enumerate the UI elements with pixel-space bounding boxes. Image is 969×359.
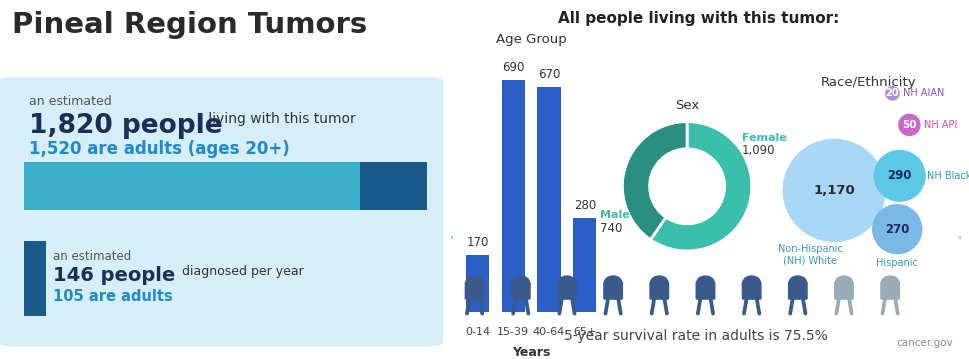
Text: 5-year survival rate in adults is 75.5%: 5-year survival rate in adults is 75.5%	[564, 329, 828, 343]
Text: 40-64: 40-64	[532, 327, 565, 337]
Circle shape	[697, 276, 713, 288]
Text: an estimated: an estimated	[29, 95, 111, 108]
Bar	[501, 80, 524, 312]
Text: 1,520 are adults (ages 20+): 1,520 are adults (ages 20+)	[29, 140, 290, 158]
Bar	[24, 162, 360, 210]
Text: 65+: 65+	[573, 327, 596, 337]
Text: 1,090: 1,090	[741, 144, 775, 157]
FancyBboxPatch shape	[741, 281, 761, 300]
Text: NH API: NH API	[922, 120, 956, 130]
Circle shape	[789, 276, 805, 288]
Circle shape	[898, 115, 919, 135]
FancyBboxPatch shape	[648, 281, 669, 300]
FancyBboxPatch shape	[879, 281, 899, 300]
Text: 146 people: 146 people	[53, 266, 175, 285]
Text: 740: 740	[599, 222, 621, 235]
Text: 170: 170	[466, 236, 488, 249]
FancyBboxPatch shape	[787, 281, 807, 300]
Circle shape	[742, 276, 760, 288]
Text: 280: 280	[573, 199, 595, 212]
Circle shape	[872, 205, 921, 253]
Text: 105 are adults: 105 are adults	[53, 289, 172, 304]
Circle shape	[881, 276, 897, 288]
Circle shape	[466, 276, 483, 288]
Bar	[360, 162, 426, 210]
Text: 670: 670	[537, 68, 559, 81]
FancyBboxPatch shape	[833, 281, 853, 300]
Text: 290: 290	[887, 169, 911, 182]
Text: Hispanic: Hispanic	[875, 258, 918, 269]
Text: diagnosed per year: diagnosed per year	[177, 265, 303, 278]
Text: Sex: Sex	[674, 99, 699, 112]
Text: 690: 690	[502, 61, 524, 74]
Text: Pineal Region Tumors: Pineal Region Tumors	[12, 11, 366, 39]
Bar	[537, 87, 560, 312]
Text: NH AIAN: NH AIAN	[902, 88, 944, 98]
Text: All people living with this tumor:: All people living with this tumor:	[557, 11, 838, 26]
Text: 270: 270	[884, 223, 909, 236]
Circle shape	[783, 139, 884, 241]
FancyBboxPatch shape	[603, 281, 622, 300]
Text: Age Group: Age Group	[495, 33, 566, 46]
Text: cancer.gov: cancer.gov	[895, 338, 953, 348]
Text: Male: Male	[599, 210, 629, 220]
Bar	[465, 255, 488, 312]
Text: Race/Ethnicity: Race/Ethnicity	[820, 76, 915, 89]
Circle shape	[834, 276, 852, 288]
Text: 15-39: 15-39	[496, 327, 529, 337]
Circle shape	[604, 276, 621, 288]
Circle shape	[873, 150, 924, 201]
Text: living with this tumor: living with this tumor	[203, 112, 355, 126]
Text: NH Black: NH Black	[926, 171, 969, 181]
Circle shape	[512, 276, 529, 288]
Wedge shape	[650, 122, 751, 251]
Text: Non-Hispanic
(NH) White: Non-Hispanic (NH) White	[777, 244, 841, 265]
Text: 50: 50	[901, 120, 916, 130]
Bar	[573, 218, 596, 312]
Circle shape	[650, 276, 667, 288]
Wedge shape	[622, 122, 686, 240]
Text: an estimated: an estimated	[53, 250, 132, 262]
Text: Female: Female	[741, 133, 786, 143]
Text: 1,170: 1,170	[812, 184, 855, 197]
FancyBboxPatch shape	[695, 281, 715, 300]
FancyBboxPatch shape	[556, 281, 577, 300]
Text: Years: Years	[512, 346, 549, 359]
Circle shape	[885, 87, 898, 100]
FancyBboxPatch shape	[511, 281, 530, 300]
Circle shape	[558, 276, 575, 288]
Text: 1,820 people: 1,820 people	[29, 113, 223, 139]
Text: 0-14: 0-14	[464, 327, 489, 337]
Text: 20: 20	[885, 88, 898, 98]
FancyBboxPatch shape	[464, 281, 484, 300]
